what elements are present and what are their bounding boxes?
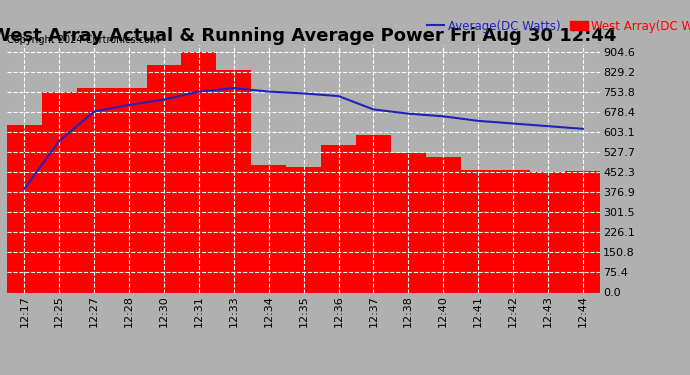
Bar	[7, 125, 42, 292]
Bar	[217, 70, 251, 292]
Bar	[77, 88, 112, 292]
Bar	[286, 167, 321, 292]
Bar	[565, 171, 600, 292]
Bar	[461, 170, 495, 292]
Bar	[112, 88, 146, 292]
Bar	[321, 145, 356, 292]
Bar	[531, 172, 565, 292]
Bar	[181, 52, 217, 292]
Legend: Average(DC Watts), West Array(DC Watts): Average(DC Watts), West Array(DC Watts)	[422, 15, 690, 38]
Bar	[426, 157, 461, 292]
Bar	[356, 135, 391, 292]
Bar	[146, 65, 181, 292]
Title: West Array Actual & Running Average Power Fri Aug 30 12:44: West Array Actual & Running Average Powe…	[0, 27, 616, 45]
Bar	[495, 170, 531, 292]
Text: Copyright 2024 Curtronics.com: Copyright 2024 Curtronics.com	[7, 35, 159, 45]
Bar	[42, 92, 77, 292]
Bar	[391, 153, 426, 292]
Bar	[251, 165, 286, 292]
